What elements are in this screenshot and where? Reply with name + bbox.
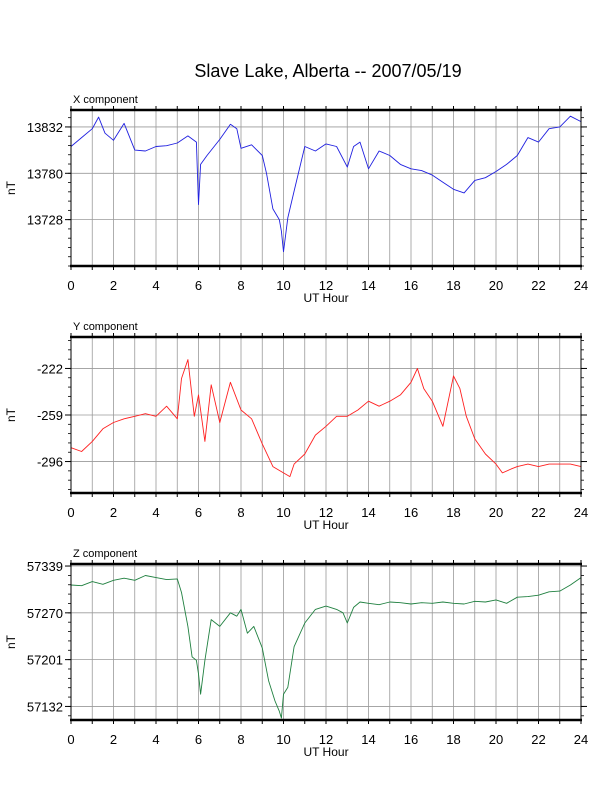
x-tick-label: 22 [531,505,545,520]
x-tick-label: 24 [574,505,588,520]
y-tick-label: -296 [37,455,63,470]
x-axis-title: UT Hour [303,518,348,532]
chart-title: Slave Lake, Alberta -- 2007/05/19 [194,61,461,81]
x-tick-label: 10 [276,732,290,747]
x-tick-label: 18 [446,732,460,747]
x-tick-label: 16 [404,505,418,520]
x-tick-label: 10 [276,505,290,520]
x-tick-label: 4 [152,732,159,747]
y-axis-title: nT [4,634,18,649]
x-axis-title: UT Hour [303,745,348,759]
panel-label: Z component [73,548,137,560]
x-tick-label: 4 [152,278,159,293]
x-tick-label: 20 [489,505,503,520]
series-line-1 [70,115,582,253]
x-tick-label: 0 [67,732,74,747]
y-axis-title: nT [4,180,18,195]
x-tick-label: 20 [489,278,503,293]
panel-label: Y component [73,321,138,333]
x-tick-label: 12 [319,732,333,747]
x-tick-label: 0 [67,505,74,520]
x-tick-label: 0 [67,278,74,293]
x-tick-label: 8 [237,732,244,747]
y-axis-title: nT [4,407,18,422]
x-tick-label: 10 [276,278,290,293]
series-line-3 [70,575,582,719]
x-tick-label: 18 [446,505,460,520]
x-tick-label: 24 [574,278,588,293]
x-tick-label: 6 [195,505,202,520]
y-tick-label: 57132 [27,699,63,714]
x-tick-label: 16 [404,278,418,293]
y-tick-label: -222 [37,361,63,376]
x-tick-label: 6 [195,278,202,293]
x-tick-label: 24 [574,732,588,747]
y-tick-label: -259 [37,408,63,423]
x-tick-label: 20 [489,732,503,747]
x-tick-label: 2 [110,732,117,747]
y-tick-label: 13728 [27,213,63,228]
x-axis-title: UT Hour [303,291,348,305]
y-tick-label: 57270 [27,606,63,621]
x-tick-label: 14 [361,732,375,747]
y-tick-label: 13832 [27,120,63,135]
x-tick-label: 8 [237,505,244,520]
x-tick-label: 16 [404,732,418,747]
x-tick-label: 14 [361,505,375,520]
x-tick-label: 4 [152,505,159,520]
x-tick-label: 12 [319,278,333,293]
y-tick-label: 13780 [27,166,63,181]
x-tick-label: 22 [531,732,545,747]
x-tick-label: 2 [110,278,117,293]
x-tick-label: 8 [237,278,244,293]
y-tick-label: 57339 [27,559,63,574]
panel-label: X component [73,94,138,106]
x-tick-label: 6 [195,732,202,747]
x-tick-label: 2 [110,505,117,520]
series-line-2 [70,359,582,478]
x-tick-label: 18 [446,278,460,293]
x-tick-label: 12 [319,505,333,520]
y-tick-label: 57201 [27,653,63,668]
x-tick-label: 14 [361,278,375,293]
x-tick-label: 22 [531,278,545,293]
